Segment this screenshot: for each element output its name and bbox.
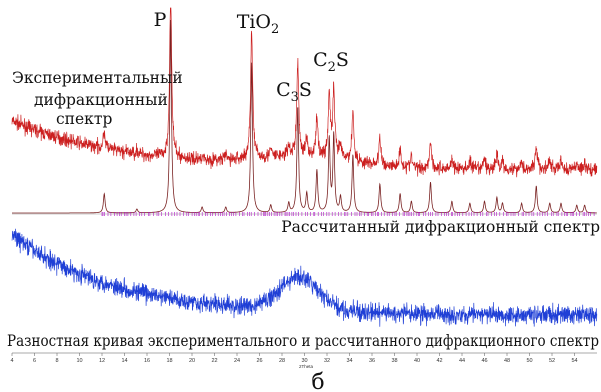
x-tick-label: 10 (76, 358, 82, 364)
difference-line (11, 228, 598, 327)
phase-label: C2S (313, 49, 349, 75)
x-tick-label: 16 (144, 358, 150, 364)
difference-curve (11, 228, 598, 327)
x-tick-label: 48 (504, 358, 510, 364)
x-axis-label: 2Theta (299, 364, 314, 369)
x-tick-label: 26 (256, 358, 262, 364)
calculated-label: Рассчитанный дифракционный спектр (281, 218, 600, 236)
x-tick-label: 18 (166, 358, 172, 364)
difference-label: Разностная кривая экспериментального и р… (7, 332, 599, 350)
calculated-spectrum (12, 19, 597, 214)
x-tick-label: 22 (211, 358, 217, 364)
x-tick-label: 6 (33, 358, 36, 364)
reflection-markers (12, 212, 597, 216)
x-tick-label: 44 (459, 358, 465, 364)
phase-label: P (154, 9, 167, 31)
x-tick-label: 28 (279, 358, 285, 364)
calculated-line (12, 19, 597, 214)
figure-caption: б (311, 370, 324, 392)
x-tick-label: 12 (99, 358, 105, 364)
x-axis: 4 6 8 10 12 14 16 18 20 22 24 26 28 30 32 34 36 38 40 42 44 4… (10, 352, 597, 369)
x-tick-label: 32 (324, 358, 330, 364)
x-tick-label: 8 (55, 358, 58, 364)
x-tick-label: 34 (346, 358, 352, 364)
x-tick-label: 38 (391, 358, 397, 364)
phase-label: C3S (276, 79, 312, 105)
experimental-label: Экспериментальный дифракционный спектр (12, 69, 183, 128)
x-tick-label: 46 (481, 358, 487, 364)
x-tick-label: 4 (10, 358, 13, 364)
phase-label: TiO2 (237, 11, 280, 37)
x-tick-label: 36 (369, 358, 375, 364)
x-tick-label: 52 (549, 358, 555, 364)
x-tick-label: 30 (301, 358, 307, 364)
x-tick-label: 50 (526, 358, 532, 364)
x-tick-label: 54 (571, 358, 577, 364)
experimental-line (11, 7, 598, 178)
x-tick-label: 24 (234, 358, 240, 364)
experimental-spectrum (11, 7, 598, 178)
spectrum-labels: Экспериментальный дифракционный спектр Расс… (7, 9, 600, 350)
x-tick-label: 40 (414, 358, 420, 364)
x-tick-label: 20 (189, 358, 195, 364)
x-tick-label: 14 (121, 358, 127, 364)
x-tick-label: 42 (436, 358, 442, 364)
